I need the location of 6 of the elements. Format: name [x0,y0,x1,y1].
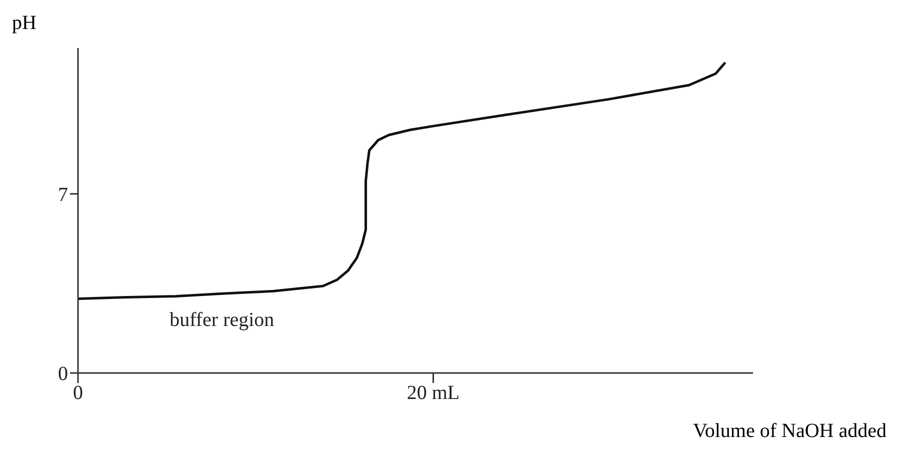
line-series [78,62,726,300]
y-tick-label: 7 [58,184,68,206]
x-axis-title: Volume of NaOH added [693,420,886,443]
annotation: buffer region [170,308,274,331]
x-tick-label: 20 mL [406,382,460,404]
y-axis-title: pH [12,12,36,35]
